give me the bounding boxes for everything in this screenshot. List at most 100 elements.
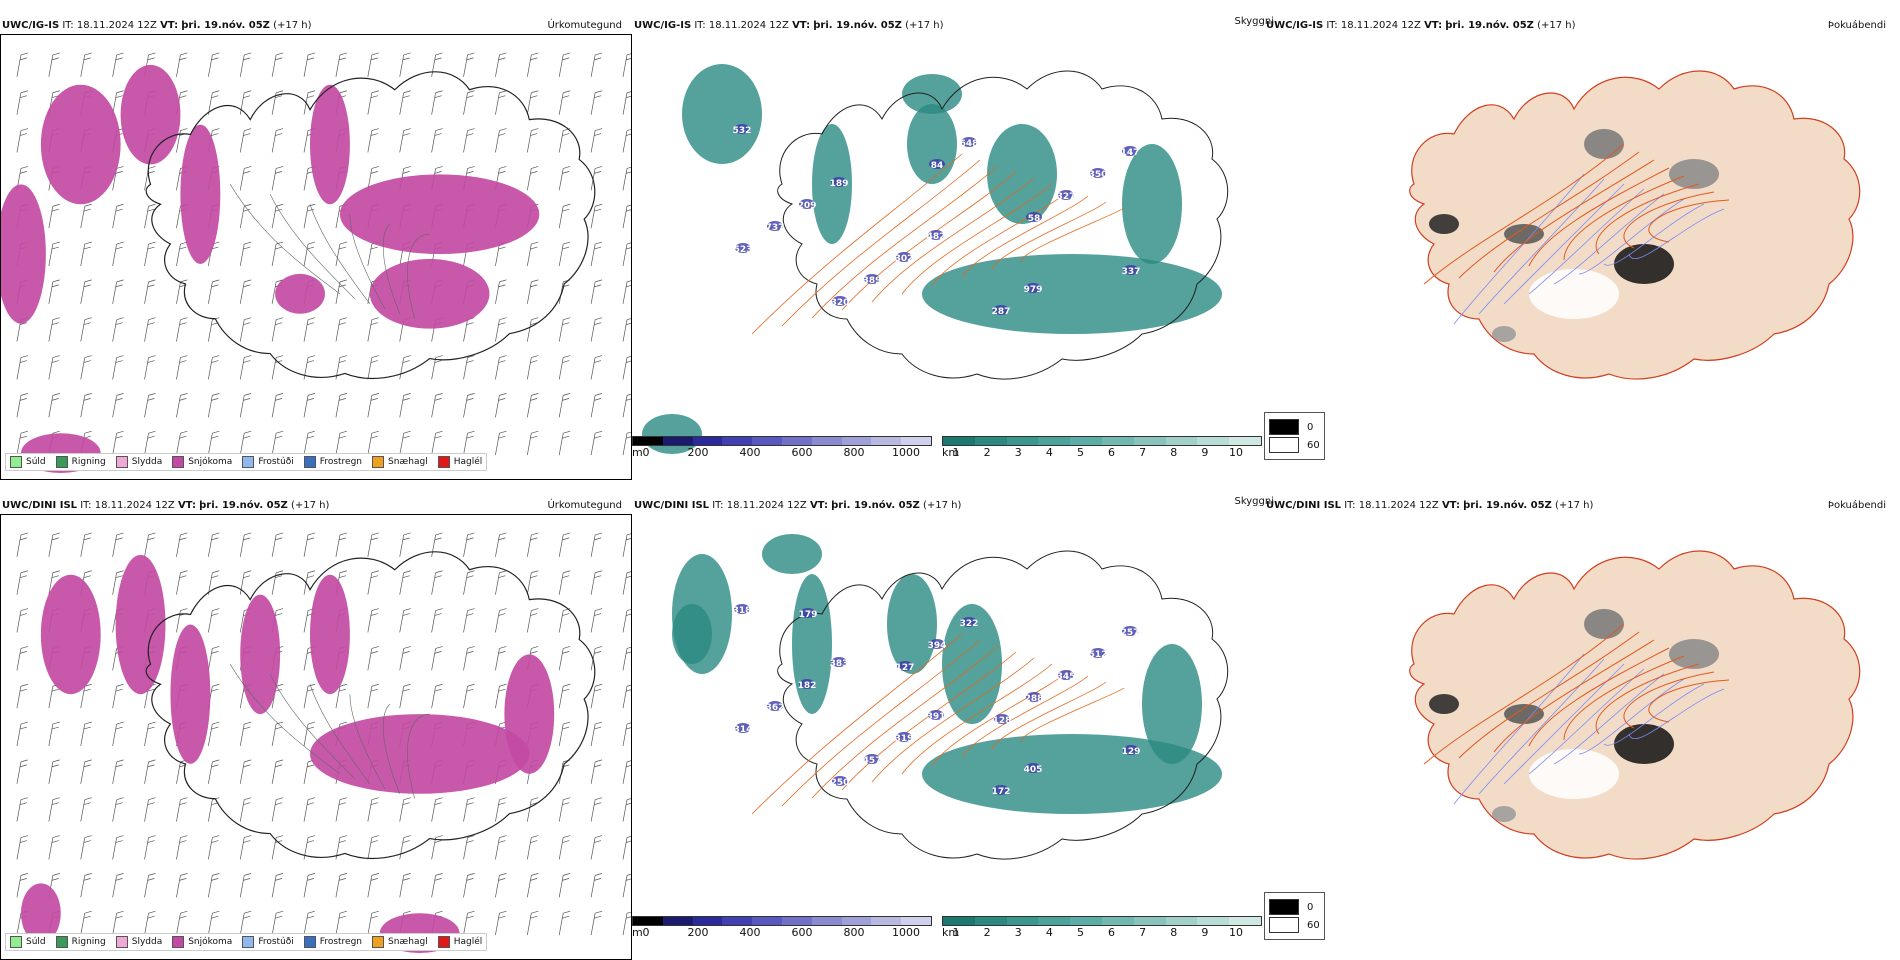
wind-barb — [271, 430, 284, 456]
ceiling-label: 209 — [798, 201, 817, 211]
scale-color-step — [692, 917, 723, 925]
wind-barb — [239, 721, 252, 747]
wind-barb — [271, 393, 284, 418]
legend-item: Rigning — [55, 936, 106, 948]
scale-tick: 200 — [687, 446, 709, 459]
ceiling-label: 457 — [863, 756, 882, 766]
wind-barb — [112, 797, 124, 822]
scale-tick: 6 — [1108, 446, 1116, 459]
wind-barb — [526, 317, 539, 342]
wind-barb — [622, 722, 631, 747]
wind-barb — [112, 570, 124, 595]
river — [1503, 663, 1625, 785]
wind-barb — [367, 873, 379, 898]
low-ceiling-spot — [831, 177, 847, 187]
wind-barb — [558, 393, 571, 418]
legend-label: Súld — [26, 937, 46, 947]
low-ceiling-spot — [1025, 763, 1041, 773]
fog-key-swatch — [1269, 419, 1299, 435]
wind-barb — [303, 910, 316, 936]
wind-barb — [112, 430, 124, 456]
ceiling-label: 128 — [993, 716, 1012, 726]
wind-barb — [590, 759, 603, 784]
wind-barb — [558, 355, 571, 380]
wind-barb — [526, 910, 539, 936]
wind-barb — [590, 835, 603, 860]
wind-barb — [367, 128, 379, 153]
legend-label: Frostregn — [319, 457, 363, 467]
wind-barb — [558, 608, 571, 633]
scale-labels: 1 2 3 4 5 6 7 8 9 10 — [942, 926, 1262, 940]
fog-index-area — [1504, 704, 1544, 724]
scale-color-step — [974, 437, 1007, 445]
ceiling-label: 302 — [895, 254, 914, 264]
road — [230, 664, 341, 775]
legend-swatch — [437, 456, 450, 468]
wind-barb — [16, 430, 29, 456]
wind-barb — [622, 684, 631, 709]
scale-labels: 0 200 400 600 800 1000 — [632, 446, 932, 460]
fog-index-area — [1492, 806, 1516, 822]
wind-barb — [207, 646, 220, 671]
wind-barb — [367, 570, 379, 595]
wind-barb — [526, 430, 539, 456]
wind-barb — [207, 52, 220, 77]
ceiling-label: 345 — [1057, 672, 1076, 682]
road — [1563, 175, 1685, 261]
ceiling-label: 257 — [1121, 628, 1140, 638]
low-ceiling-spot — [1090, 168, 1106, 178]
scale-color-step — [1038, 437, 1071, 445]
wind-barb — [80, 759, 92, 784]
wind-barb — [590, 128, 603, 153]
road — [1648, 679, 1730, 723]
legend-swatch — [55, 936, 68, 948]
wind-barb — [239, 52, 252, 77]
road — [991, 201, 1107, 271]
scale-color-step — [871, 437, 902, 445]
wind-barb — [495, 835, 507, 860]
wind-barb — [144, 835, 156, 860]
scale-tick: 600 — [791, 446, 813, 459]
wind-barb — [622, 836, 631, 860]
low-ceiling-spot — [800, 608, 816, 618]
wind-barb — [526, 241, 539, 267]
wind-barb — [526, 128, 539, 153]
wind-barb — [80, 203, 92, 229]
road — [407, 713, 430, 799]
wind-barb — [526, 52, 539, 77]
wind-barb — [16, 759, 29, 784]
ceiling-label: 322 — [960, 619, 979, 629]
road — [1423, 143, 1625, 285]
fog-index-area — [1429, 694, 1459, 714]
ceiling-label: 179 — [799, 610, 818, 620]
wind-barb — [431, 797, 443, 822]
legend-swatch — [10, 936, 22, 948]
scale-color-step — [1197, 437, 1230, 445]
legend-item: Súld — [10, 936, 46, 948]
wind-barb — [207, 608, 220, 633]
scale-tick: 2 — [983, 926, 991, 939]
low-ceiling-spot — [961, 617, 977, 627]
wind-barb — [271, 873, 284, 898]
scale-color-step — [1133, 917, 1166, 925]
snow-area — [120, 64, 181, 165]
low-visibility-area — [987, 124, 1057, 224]
wind-barb — [431, 570, 443, 595]
wind-barb — [271, 910, 284, 936]
fog-index-area — [1504, 224, 1544, 244]
road — [382, 223, 401, 314]
road — [1458, 151, 1640, 279]
road — [961, 675, 1089, 759]
wind-barb — [176, 910, 188, 936]
scale-color-step — [871, 917, 902, 925]
low-ceiling-spot — [734, 124, 750, 134]
scale-tick: 0 — [642, 446, 650, 459]
fog-index-area — [1584, 609, 1624, 639]
wind-barb — [176, 532, 188, 557]
wind-barb — [495, 430, 507, 456]
legend-label: Haglél — [453, 937, 483, 947]
wind-barb — [48, 721, 60, 747]
wind-barb — [463, 646, 475, 671]
scale-color-step — [901, 437, 931, 445]
panel-title: Úrkomutegund — [547, 20, 622, 31]
